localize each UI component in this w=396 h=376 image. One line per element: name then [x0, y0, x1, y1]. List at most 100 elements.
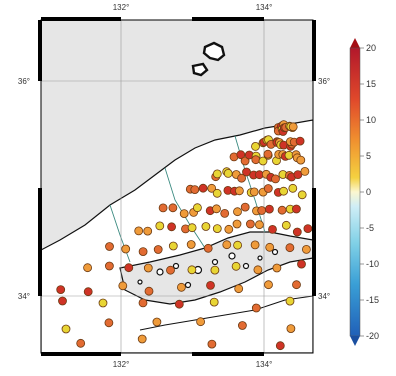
station-marker	[237, 321, 247, 330]
lat-label-right-34: 34°	[318, 292, 330, 301]
station-marker	[207, 183, 217, 193]
station-marker	[285, 296, 295, 306]
lon-label-top-132: 132°	[113, 3, 130, 12]
lon-label-bottom-132: 132°	[113, 360, 130, 369]
station-marker	[231, 261, 241, 271]
station-marker	[152, 317, 162, 327]
station-marker	[251, 141, 260, 151]
station-marker	[288, 122, 298, 132]
graticule	[41, 20, 313, 353]
colorbar-tick-label: -20	[366, 331, 379, 341]
station-marker	[209, 297, 219, 307]
station-marker	[224, 224, 234, 234]
station-marker	[220, 208, 230, 218]
station-marker	[187, 265, 197, 275]
station-marker	[212, 224, 222, 234]
station-marker	[168, 203, 178, 213]
lat-label-left-34: 34°	[18, 292, 30, 301]
station-marker	[250, 240, 260, 250]
shikoku-coast	[139, 295, 313, 331]
station-marker	[251, 155, 261, 165]
station-marker	[271, 174, 280, 184]
colorbar-tick-label: 5	[366, 151, 371, 161]
station-marker	[272, 263, 282, 273]
station-marker	[138, 298, 148, 308]
station-marker	[232, 219, 242, 229]
station-marker	[61, 324, 71, 334]
lon-label-top-134: 134°	[256, 3, 273, 12]
station-marker	[190, 185, 200, 195]
colorbar-top-extend	[350, 38, 360, 48]
station-marker	[300, 166, 310, 176]
station-marker	[286, 324, 296, 334]
station-marker	[264, 280, 273, 290]
lon-label-bottom-134: 134°	[256, 360, 273, 369]
station-marker	[158, 203, 168, 213]
station-marker	[258, 156, 268, 166]
station-marker	[179, 209, 189, 219]
map-frame	[40, 19, 314, 354]
colorbar-tick-label: 20	[366, 43, 376, 53]
lat-label-right-36: 36°	[318, 77, 330, 86]
station-marker	[303, 224, 313, 234]
station-marker	[301, 244, 311, 254]
station-marker	[234, 186, 244, 196]
station-marker	[277, 205, 287, 215]
station-marker	[212, 188, 222, 198]
station-marker	[295, 136, 305, 146]
station-marker	[210, 265, 220, 275]
colorbar-tick-label: -5	[366, 223, 374, 233]
station-marker	[137, 334, 147, 344]
station-marker	[240, 156, 250, 166]
station-marker	[234, 284, 244, 294]
station-marker	[236, 150, 246, 160]
station-marker	[297, 259, 306, 269]
station-marker	[281, 220, 291, 230]
station-marker	[174, 299, 184, 309]
station-marker	[212, 204, 221, 214]
station-marker	[292, 227, 302, 237]
station-marker	[143, 263, 153, 273]
station-markers	[56, 120, 313, 351]
station-marker	[176, 282, 186, 292]
station-marker	[297, 190, 307, 200]
station-marker	[186, 240, 196, 249]
station-marker	[268, 224, 277, 234]
colorbar-bar	[349, 47, 361, 337]
oki-island-large	[202, 41, 226, 62]
station-marker	[143, 226, 153, 236]
station-marker	[263, 149, 273, 159]
station-marker	[198, 183, 208, 193]
colorbar-tick-label: 0	[366, 187, 371, 197]
station-marker	[83, 287, 93, 297]
station-marker	[98, 298, 108, 308]
station-marker	[233, 207, 242, 217]
colorbar-bottom-extend	[350, 336, 360, 346]
station-marker	[212, 169, 222, 179]
station-marker	[291, 204, 301, 214]
station-marker	[196, 317, 206, 327]
station-marker	[76, 338, 86, 348]
station-marker	[124, 263, 134, 273]
station-marker	[144, 286, 154, 296]
station-marker	[222, 240, 232, 250]
station-marker	[257, 206, 267, 215]
frame-ticks	[38, 17, 316, 356]
station-marker	[288, 183, 298, 193]
station-marker	[104, 318, 114, 328]
station-marker	[167, 222, 177, 232]
station-marker	[58, 296, 67, 306]
station-marker	[251, 303, 261, 313]
station-marker	[105, 242, 114, 251]
station-marker	[192, 203, 202, 213]
station-marker	[206, 280, 215, 290]
station-marker	[275, 341, 285, 351]
station-marker	[237, 173, 247, 183]
station-marker	[264, 204, 274, 214]
station-marker	[245, 219, 255, 229]
station-marker	[83, 263, 92, 273]
station-marker	[233, 240, 243, 250]
colorbar-tick-label: 10	[366, 115, 376, 125]
station-marker	[155, 221, 165, 231]
